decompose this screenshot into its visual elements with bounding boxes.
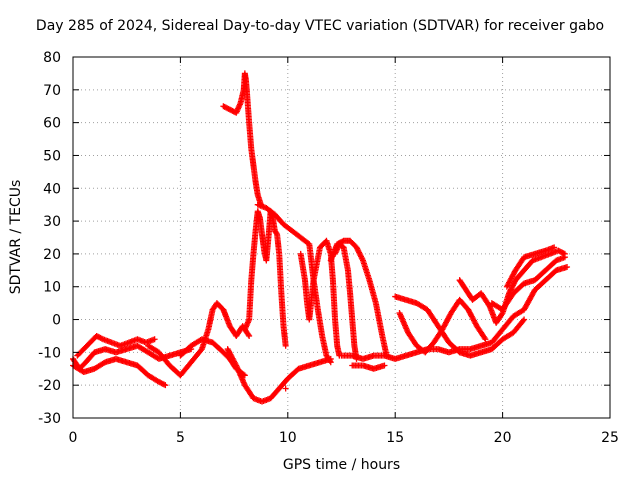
y-tick-label: 40	[43, 181, 61, 197]
x-axis-label: GPS time / hours	[282, 457, 401, 473]
track-c-marker	[161, 381, 168, 388]
y-tick-label: 50	[43, 148, 61, 164]
track-d-marker	[245, 331, 252, 338]
y-tick-label: 80	[43, 50, 61, 66]
y-tick-label: 60	[43, 116, 61, 132]
track-h-marker	[282, 342, 289, 349]
x-tick-label: 10	[279, 430, 297, 446]
track-q-marker	[498, 311, 505, 318]
track-s-marker	[551, 244, 558, 251]
y-axis-label: SDTVAR / TECUs	[8, 179, 24, 295]
track-b-marker	[98, 335, 105, 342]
track-o-marker	[520, 317, 527, 324]
track-m-marker	[564, 264, 571, 271]
track-n-marker	[381, 362, 388, 369]
track-c-marker	[162, 382, 169, 389]
x-tick-label: 25	[601, 430, 619, 446]
x-tick-label: 5	[176, 430, 185, 446]
track-p-marker	[481, 334, 488, 341]
y-tick-label: 20	[43, 247, 61, 263]
plot-frame	[72, 56, 611, 419]
isolated-marker	[282, 385, 289, 392]
track-b-marker	[151, 336, 158, 343]
track-p-marker	[482, 336, 489, 343]
track-c-marker	[100, 360, 107, 367]
chart-title: Day 285 of 2024, Sidereal Day-to-day VTE…	[35, 18, 605, 34]
track-d-marker	[246, 332, 253, 339]
track-r-marker	[561, 254, 568, 261]
y-tick-label: 0	[52, 313, 61, 329]
track-i-marker	[327, 359, 334, 366]
y-tick-label: 70	[43, 83, 61, 99]
y-tick-label: -20	[38, 378, 61, 394]
x-tick-label: 15	[386, 430, 404, 446]
y-tick-label: 30	[43, 214, 61, 230]
track-i-marker	[326, 357, 333, 364]
x-tick-label: 20	[494, 430, 512, 446]
y-tick-label: -10	[38, 345, 61, 361]
y-tick-label: 10	[43, 280, 61, 296]
track-o-marker	[521, 316, 528, 323]
y-tick-label: -30	[38, 411, 61, 427]
x-tick-label: 0	[69, 430, 78, 446]
data-markers	[70, 70, 571, 405]
axis-ticks: 0 5 10 15 20 25 -30 -20 -10 0 10 20 30 40 50 60 70 80	[38, 50, 619, 446]
